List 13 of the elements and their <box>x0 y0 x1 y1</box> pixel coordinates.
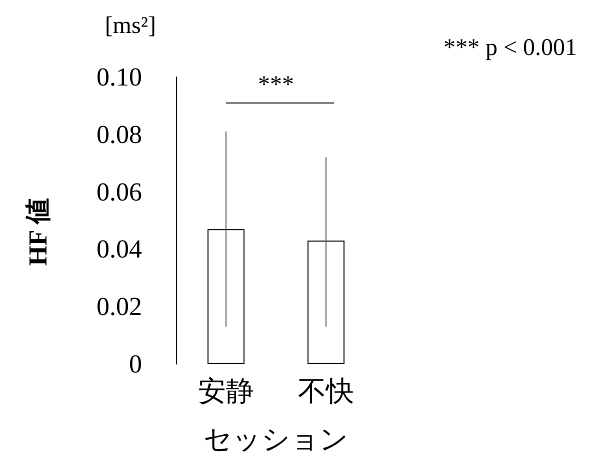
y-tick-label: 0.02 <box>96 292 142 322</box>
x-tick-label: 安静 <box>198 376 254 408</box>
y-tick-label: 0.08 <box>96 120 142 149</box>
y-tick-label: 0.04 <box>96 234 142 264</box>
y-axis-title: HF 値 <box>24 198 52 266</box>
text: [ms²] <box>104 13 156 39</box>
text: *** p < 0.001 <box>443 35 577 61</box>
y-tick-label: 0.06 <box>96 177 142 206</box>
y-tick-label: 0.10 <box>96 62 142 92</box>
annotation: *** <box>258 72 294 98</box>
x-tick-label: 不快 <box>298 376 354 408</box>
y-tick-label: 0 <box>129 350 142 378</box>
x-axis-title: セッション <box>204 424 348 456</box>
